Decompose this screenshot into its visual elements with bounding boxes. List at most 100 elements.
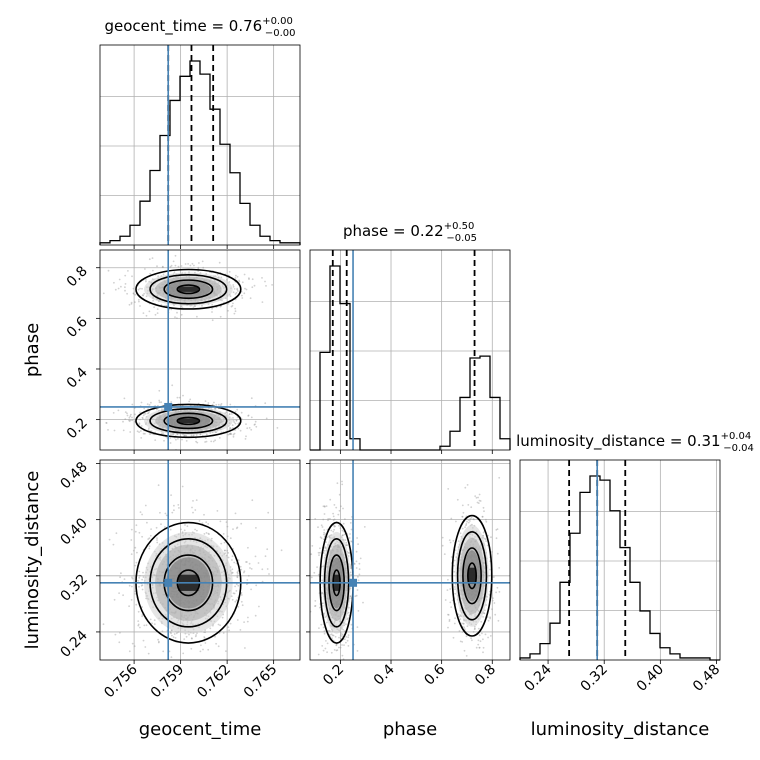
sample-point <box>173 271 176 274</box>
sample-point <box>234 600 237 603</box>
sample-point <box>196 315 198 318</box>
sample-point <box>214 407 217 410</box>
sample-point <box>138 576 141 579</box>
sample-point <box>325 640 327 642</box>
sample-point <box>244 647 246 649</box>
sample-point <box>192 500 194 502</box>
sample-point <box>356 537 358 539</box>
sample-point <box>461 631 464 633</box>
sample-point <box>245 435 247 438</box>
sample-point <box>465 635 468 638</box>
sample-point <box>141 606 144 608</box>
sample-point <box>142 414 145 417</box>
sample-point <box>472 631 475 633</box>
sample-point <box>142 571 144 574</box>
sample-point <box>474 627 476 630</box>
sample-point <box>454 588 456 590</box>
sample-point <box>145 280 147 283</box>
sample-point <box>477 496 479 499</box>
sample-point <box>131 403 134 406</box>
sample-point <box>232 284 235 286</box>
sample-point <box>236 619 239 621</box>
sample-point <box>321 645 324 647</box>
sample-point <box>162 273 165 276</box>
sample-point <box>205 532 208 534</box>
sample-point <box>130 539 133 541</box>
sample-point <box>323 549 326 552</box>
sample-point <box>234 585 237 588</box>
sample-point <box>129 431 132 433</box>
sample-point <box>339 634 342 637</box>
y-tick-label: 0.24 <box>57 627 90 660</box>
sample-point <box>130 528 133 531</box>
sample-point <box>163 439 165 442</box>
sample-point <box>235 527 238 530</box>
sample-point <box>349 533 351 535</box>
sample-point <box>141 588 144 591</box>
sample-point <box>180 528 182 531</box>
sample-point <box>248 562 251 565</box>
sample-point <box>498 591 501 593</box>
sample-point <box>165 514 168 517</box>
sample-point <box>198 520 201 522</box>
sample-point <box>319 536 322 539</box>
sample-point <box>128 416 131 419</box>
histogram-geocent_time <box>99 60 301 245</box>
sample-point <box>152 299 155 302</box>
sample-point <box>127 270 129 272</box>
sample-point <box>478 493 481 496</box>
sample-point <box>140 437 143 439</box>
sample-point <box>355 594 358 597</box>
sample-point <box>219 624 222 627</box>
sample-point <box>156 408 158 411</box>
sample-point <box>228 271 231 273</box>
sample-point <box>112 412 115 414</box>
sample-point <box>124 274 127 277</box>
sample-point <box>231 555 234 558</box>
sample-point <box>229 622 232 625</box>
sample-point <box>156 539 158 541</box>
sample-point <box>255 527 257 529</box>
sample-point <box>141 417 144 420</box>
sample-point <box>169 442 172 444</box>
sample-point <box>227 433 230 436</box>
sample-point <box>169 528 172 531</box>
sample-point <box>232 417 234 419</box>
sample-point <box>220 403 223 405</box>
sample-point <box>349 522 352 524</box>
sample-point <box>237 422 240 425</box>
sample-point <box>346 618 349 621</box>
panel-border <box>99 44 301 246</box>
sample-point <box>323 513 326 515</box>
sample-point <box>131 419 134 422</box>
sample-point <box>339 646 342 649</box>
sample-point <box>258 605 260 608</box>
sample-point <box>189 398 192 401</box>
sample-point <box>170 494 173 496</box>
sample-point <box>145 278 147 281</box>
sample-point <box>465 523 468 525</box>
sample-point <box>496 586 499 589</box>
sample-point <box>461 622 463 625</box>
sample-point <box>146 412 149 415</box>
x-tick-label: 0.756 <box>101 661 141 701</box>
sample-point <box>267 511 270 514</box>
sample-point <box>314 600 317 602</box>
sample-point <box>482 616 484 618</box>
sample-point <box>487 619 490 622</box>
sample-point <box>318 627 320 629</box>
sample-point <box>139 305 141 307</box>
sample-point <box>189 264 192 267</box>
sample-point <box>268 573 270 575</box>
sample-point <box>234 512 237 515</box>
sample-point <box>204 631 207 634</box>
sample-point <box>164 512 167 515</box>
sample-point <box>481 515 484 518</box>
sample-point <box>478 634 481 637</box>
sample-point <box>344 539 347 541</box>
sample-point <box>247 414 250 417</box>
sample-point <box>153 623 156 625</box>
sample-point <box>466 484 469 486</box>
sample-point <box>142 312 145 314</box>
